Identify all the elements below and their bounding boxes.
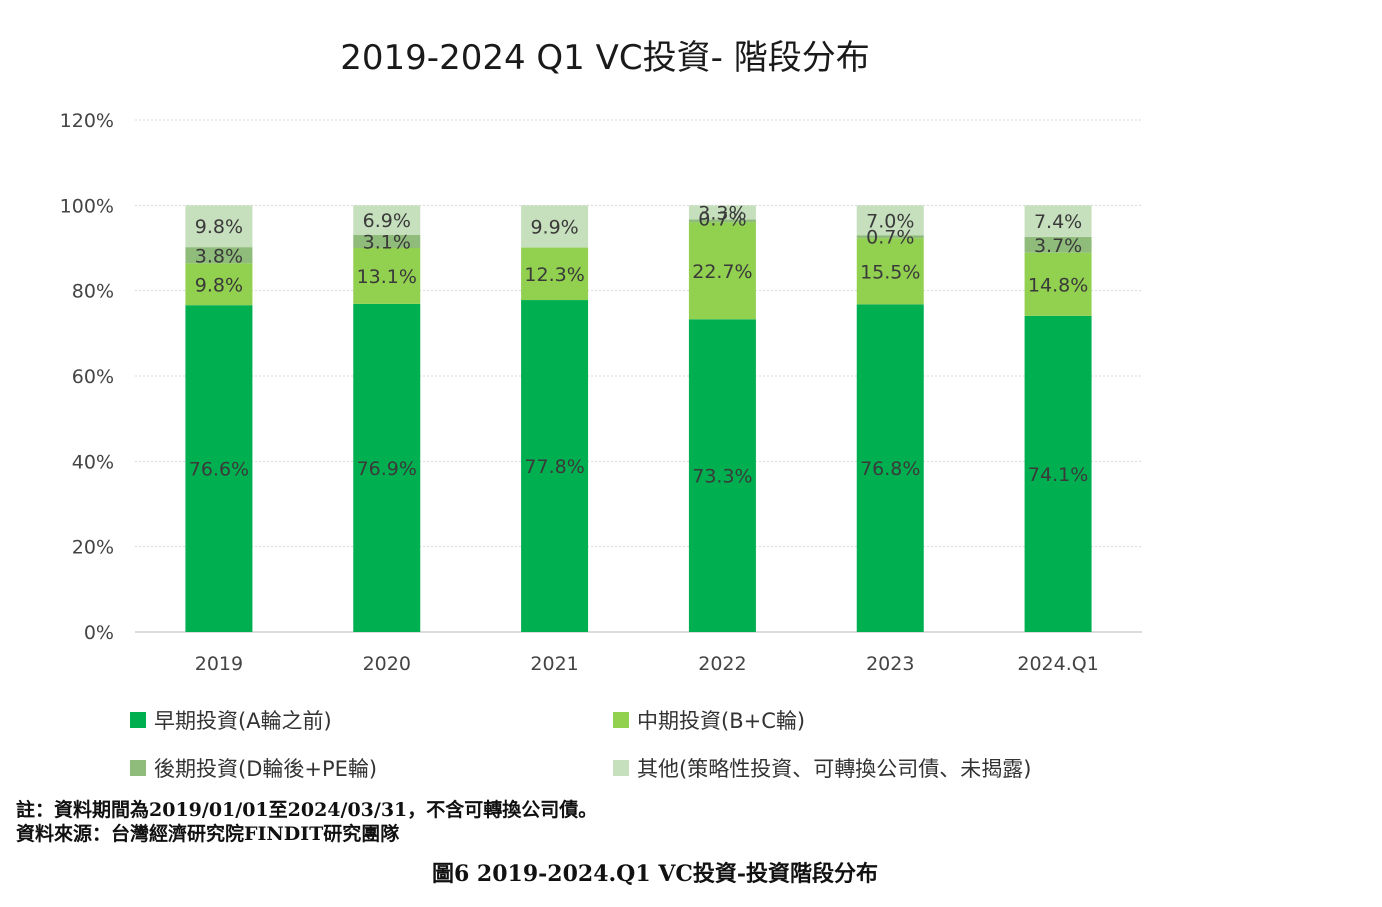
bar-segment bbox=[1024, 236, 1092, 253]
y-tick-label: 120% bbox=[60, 110, 114, 132]
legend-item-early: 早期投資(A輪之前) bbox=[130, 705, 332, 735]
legend-label-other: 其他(策略性投資、可轉換公司債、未揭露) bbox=[637, 757, 1032, 781]
legend-label-late: 後期投資(D輪後+PE輪) bbox=[154, 757, 378, 781]
data-label: 14.8% bbox=[1028, 274, 1088, 296]
data-label: 3.7% bbox=[1034, 235, 1082, 257]
y-tick-label: 60% bbox=[72, 366, 114, 388]
data-label: 76.8% bbox=[860, 458, 920, 480]
figure-caption: 圖6 2019-2024.Q1 VC投資-投資階段分布 bbox=[431, 861, 879, 887]
bar-segment bbox=[856, 205, 924, 236]
data-label: 76.6% bbox=[189, 459, 249, 481]
x-tick-label: 2022 bbox=[698, 653, 746, 675]
bar-segment bbox=[1024, 205, 1092, 237]
x-tick-label: 2023 bbox=[866, 653, 914, 675]
legend-swatch-early bbox=[130, 712, 146, 728]
legend-swatch-late bbox=[130, 760, 146, 776]
legend-item-mid: 中期投資(B+C輪) bbox=[613, 705, 805, 735]
bar-segment bbox=[185, 263, 253, 306]
bar-segment bbox=[856, 304, 924, 632]
data-label: 76.9% bbox=[357, 458, 417, 480]
data-label: 7.4% bbox=[1034, 211, 1082, 233]
y-tick-label: 0% bbox=[84, 622, 114, 644]
bar-segment bbox=[688, 319, 756, 632]
bar-segment bbox=[521, 205, 589, 248]
bar-segment bbox=[353, 303, 421, 632]
bar-segment bbox=[688, 219, 756, 223]
bar-segment bbox=[521, 247, 589, 301]
data-label: 7.0% bbox=[866, 210, 914, 232]
data-label: 13.1% bbox=[357, 266, 417, 288]
data-label: 3.3% bbox=[698, 202, 746, 224]
bar-segment bbox=[1024, 252, 1092, 316]
legend-item-other: 其他(策略性投資、可轉換公司債、未揭露) bbox=[613, 753, 1031, 783]
x-tick-label: 2024.Q1 bbox=[1017, 653, 1098, 675]
legend-label-early: 早期投資(A輪之前) bbox=[154, 709, 332, 733]
data-label: 12.3% bbox=[524, 264, 584, 286]
chart-title: 2019-2024 Q1 VC投資- 階段分布 bbox=[340, 38, 870, 78]
data-label: 9.8% bbox=[195, 274, 243, 296]
y-tick-label: 20% bbox=[72, 537, 114, 559]
x-tick-label: 2021 bbox=[530, 653, 578, 675]
bar-segment bbox=[353, 234, 421, 248]
y-tick-label: 100% bbox=[60, 195, 114, 217]
bar-segment bbox=[521, 300, 589, 632]
bar-segment bbox=[688, 222, 756, 320]
data-label: 77.8% bbox=[524, 456, 584, 478]
bar-segment bbox=[353, 248, 421, 304]
bar-segment bbox=[353, 205, 421, 235]
legend-label-mid: 中期投資(B+C輪) bbox=[637, 709, 806, 733]
data-period-note: 註：資料期間為2019/01/01至2024/03/31，不含可轉換公司債。 bbox=[16, 799, 598, 821]
legend-item-late: 後期投資(D輪後+PE輪) bbox=[130, 753, 377, 783]
legend-swatch-other bbox=[613, 760, 629, 776]
data-label: 9.8% bbox=[195, 216, 243, 238]
data-label: 73.3% bbox=[692, 466, 752, 488]
bar-segment bbox=[185, 205, 253, 248]
y-tick-label: 80% bbox=[72, 281, 114, 303]
x-tick-label: 2019 bbox=[195, 653, 243, 675]
data-label: 3.1% bbox=[363, 231, 411, 253]
data-label: 0.7% bbox=[698, 208, 746, 230]
bar-segment bbox=[185, 305, 253, 632]
data-source-note: 資料來源：台灣經濟研究院FINDIT研究團隊 bbox=[16, 823, 400, 845]
bar-segment bbox=[856, 238, 924, 305]
x-tick-label: 2020 bbox=[363, 653, 411, 675]
data-label: 15.5% bbox=[860, 261, 920, 283]
bar-segment bbox=[856, 235, 924, 239]
data-label: 9.9% bbox=[530, 216, 578, 238]
data-label: 6.9% bbox=[363, 210, 411, 232]
bar-segment bbox=[185, 247, 253, 264]
data-label: 22.7% bbox=[692, 261, 752, 283]
bar-segment bbox=[688, 205, 756, 220]
stacked-bar-chart: 0% 20% 40% 60% 80% 100% 120% 9.8% 3.8% 9.8% 76.6% 2… bbox=[60, 110, 1142, 675]
data-label: 74.1% bbox=[1028, 464, 1088, 486]
data-label: 3.8% bbox=[195, 245, 243, 267]
y-tick-label: 40% bbox=[72, 451, 114, 473]
bar-segment bbox=[1024, 315, 1092, 632]
legend-swatch-mid bbox=[613, 712, 629, 728]
data-label: 0.7% bbox=[866, 227, 914, 249]
